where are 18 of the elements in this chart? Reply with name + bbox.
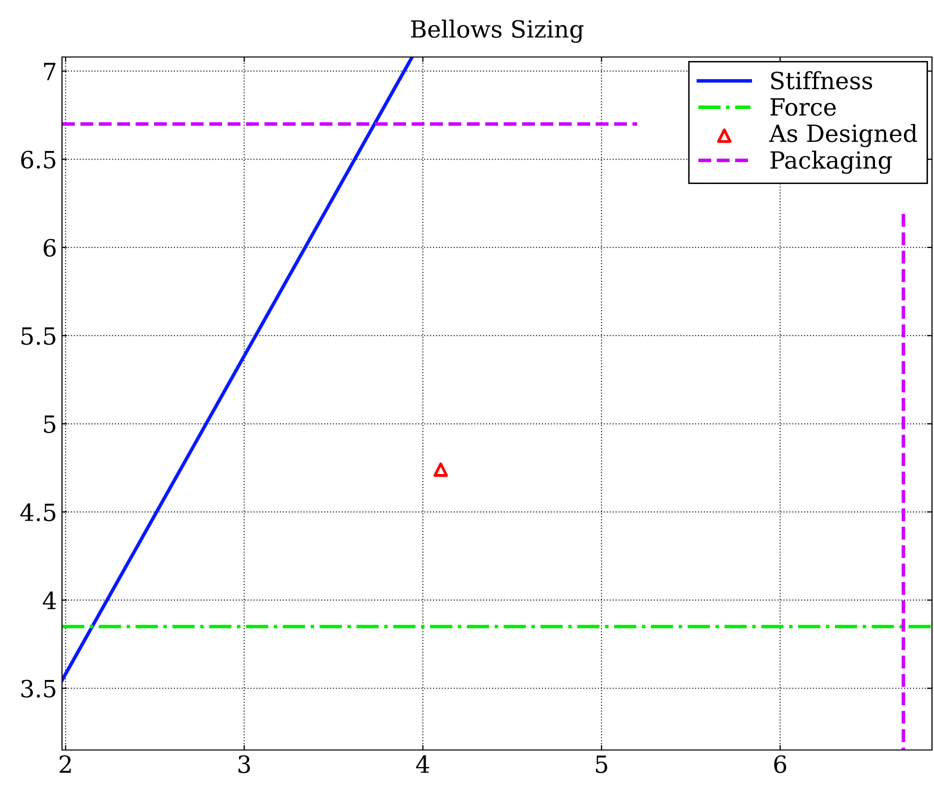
y-tick-label: 3.5 (21, 680, 56, 698)
legend-label: Packaging (770, 150, 892, 174)
y-tick-label: 5 (44, 416, 56, 434)
x-tick-label: 2 (60, 755, 71, 773)
y-tick-label: 4.5 (20, 503, 56, 522)
legend-label: Stiffness (771, 71, 872, 90)
x-tick-label: 6 (774, 755, 786, 774)
legend-label: As Designed (769, 124, 918, 148)
x-tick-label: 3 (238, 755, 250, 774)
chart-title: Bellows Sizing (411, 20, 584, 43)
y-tick-label: 5.5 (22, 327, 56, 345)
y-tick-label: 4 (42, 592, 56, 610)
legend-label: Force (770, 98, 836, 116)
y-tick-label: 6 (44, 238, 56, 257)
y-tick-label: 6.5 (21, 150, 56, 169)
x-tick-label: 4 (416, 755, 430, 773)
x-tick-label: 5 (596, 756, 608, 774)
y-tick-label: 7 (44, 62, 56, 80)
